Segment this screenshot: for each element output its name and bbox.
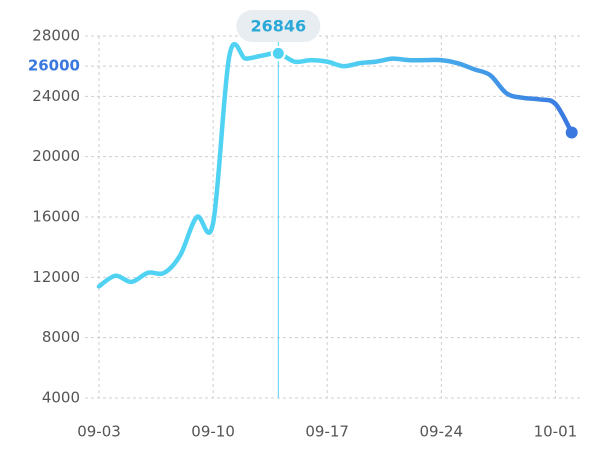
y-tick-label: 24000 xyxy=(32,87,80,105)
x-tick-label: 09-24 xyxy=(420,423,464,441)
x-tick-label: 09-17 xyxy=(305,423,349,441)
highlight-y-label: 26000 xyxy=(28,57,80,75)
y-tick-label: 16000 xyxy=(32,208,80,226)
highlight-point xyxy=(270,45,286,61)
y-tick-label: 8000 xyxy=(42,328,80,346)
value-label: 26846 xyxy=(250,17,306,36)
y-tick-label: 12000 xyxy=(32,268,80,286)
y-tick-label: 4000 xyxy=(42,389,80,407)
y-tick-label: 20000 xyxy=(32,147,80,165)
line xyxy=(96,41,574,289)
x-tick-label: 09-10 xyxy=(191,423,235,441)
x-tick-label: 09-03 xyxy=(77,423,121,441)
x-tick-label: 10-01 xyxy=(534,423,578,441)
y-tick-label: 28000 xyxy=(32,27,80,45)
value-bubble xyxy=(236,10,321,42)
end-point xyxy=(565,126,578,139)
